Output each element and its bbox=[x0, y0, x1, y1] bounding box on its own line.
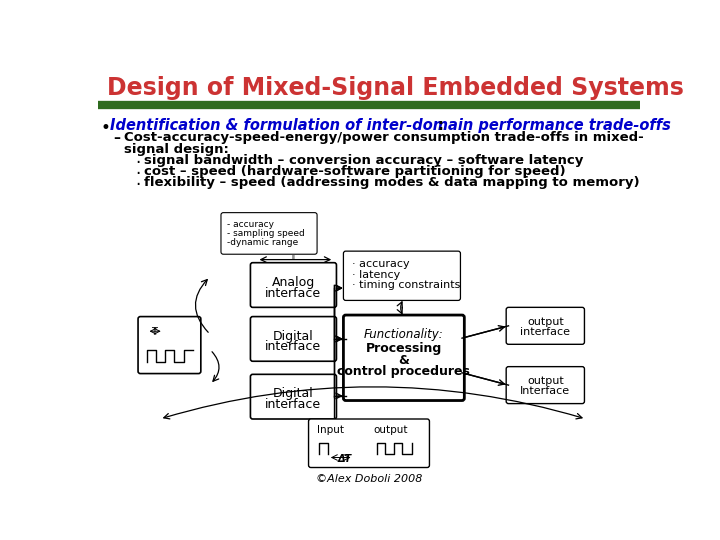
Text: Digital: Digital bbox=[273, 387, 314, 401]
Text: output: output bbox=[527, 376, 564, 386]
Text: Functionality:: Functionality: bbox=[364, 328, 444, 341]
Text: ΔT: ΔT bbox=[338, 454, 352, 464]
Text: Interface: Interface bbox=[521, 386, 570, 396]
Text: ·: · bbox=[135, 176, 140, 194]
FancyBboxPatch shape bbox=[343, 315, 464, 401]
Text: Digital: Digital bbox=[273, 330, 314, 343]
FancyBboxPatch shape bbox=[506, 367, 585, 403]
Text: :: : bbox=[437, 118, 443, 133]
Text: interface: interface bbox=[521, 327, 570, 336]
Text: &: & bbox=[398, 354, 409, 367]
FancyBboxPatch shape bbox=[251, 262, 336, 307]
Text: control procedures: control procedures bbox=[338, 365, 470, 378]
FancyBboxPatch shape bbox=[309, 419, 429, 468]
Text: II: II bbox=[292, 255, 296, 261]
Text: interface: interface bbox=[266, 340, 322, 354]
Text: flexibility – speed (addressing modes & data mapping to memory): flexibility – speed (addressing modes & … bbox=[144, 176, 640, 188]
Text: · latency: · latency bbox=[352, 269, 400, 280]
Text: interface: interface bbox=[266, 287, 322, 300]
Text: cost – speed (hardware-software partitioning for speed): cost – speed (hardware-software partitio… bbox=[144, 165, 566, 178]
Text: Identification & formulation of inter-domain performance trade-offs: Identification & formulation of inter-do… bbox=[110, 118, 671, 133]
Text: output: output bbox=[373, 425, 408, 435]
Text: –: – bbox=[113, 131, 120, 145]
Text: Processing: Processing bbox=[366, 342, 442, 355]
Text: signal bandwidth – conversion accuracy – software latency: signal bandwidth – conversion accuracy –… bbox=[144, 154, 584, 167]
FancyBboxPatch shape bbox=[251, 316, 336, 361]
Text: T: T bbox=[151, 327, 157, 336]
Text: · timing constraints: · timing constraints bbox=[352, 280, 460, 291]
Text: output: output bbox=[527, 316, 564, 327]
Text: · accuracy: · accuracy bbox=[352, 259, 410, 269]
Text: ·: · bbox=[135, 154, 140, 172]
Text: ©Alex Doboli 2008: ©Alex Doboli 2008 bbox=[316, 475, 422, 484]
Text: - sampling speed: - sampling speed bbox=[228, 229, 305, 238]
Text: signal design:: signal design: bbox=[124, 143, 229, 156]
Text: •: • bbox=[101, 119, 111, 137]
Text: ·: · bbox=[135, 165, 140, 183]
Text: Input: Input bbox=[317, 425, 344, 435]
FancyBboxPatch shape bbox=[506, 307, 585, 345]
FancyBboxPatch shape bbox=[251, 374, 336, 419]
Text: - accuracy: - accuracy bbox=[228, 220, 274, 228]
FancyBboxPatch shape bbox=[343, 251, 461, 300]
FancyBboxPatch shape bbox=[138, 316, 201, 374]
Text: Design of Mixed-Signal Embedded Systems: Design of Mixed-Signal Embedded Systems bbox=[107, 76, 684, 100]
Text: Analog: Analog bbox=[272, 276, 315, 289]
Text: -dynamic range: -dynamic range bbox=[228, 238, 298, 247]
Text: Cost-accuracy-speed-energy/power consumption trade-offs in mixed-: Cost-accuracy-speed-energy/power consump… bbox=[124, 131, 644, 144]
FancyBboxPatch shape bbox=[221, 213, 317, 254]
Text: interface: interface bbox=[266, 398, 322, 411]
